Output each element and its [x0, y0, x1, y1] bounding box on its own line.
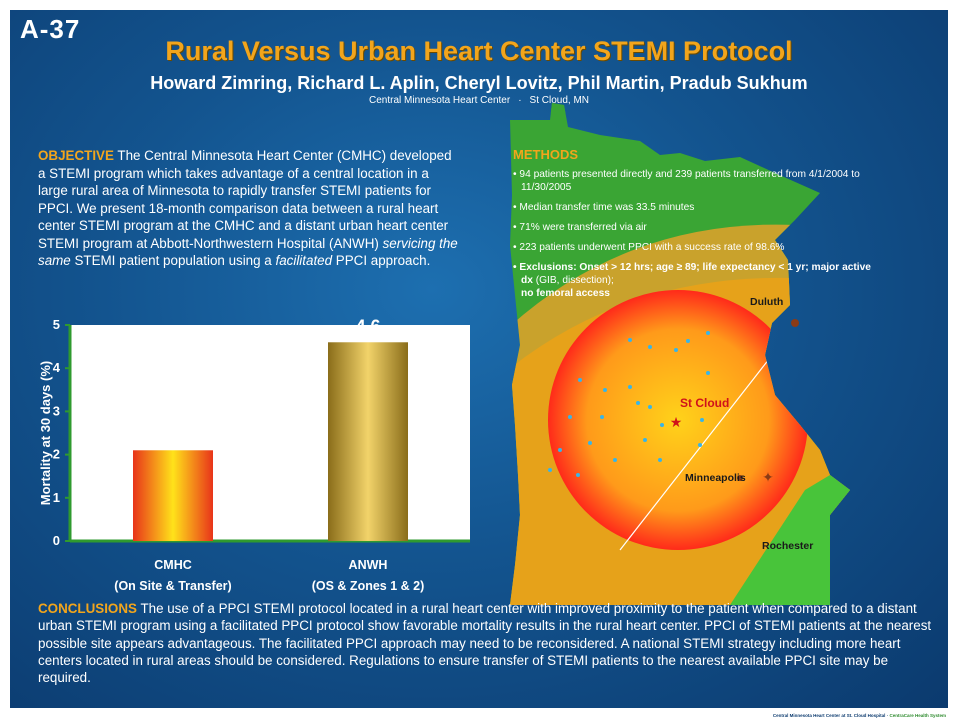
map-label-minneapolis: Minneapolis	[685, 472, 746, 484]
exclusions-detail: (GIB, dissection);	[535, 275, 614, 286]
exclusions-femoral: no femoral access	[521, 288, 610, 299]
minnesota-map: ★ ✦	[510, 103, 850, 605]
map-diagonal-boundary	[619, 344, 781, 551]
map-north-strip	[510, 103, 850, 113]
y-axis-ticks: 0 1 2 3 4 5	[53, 317, 70, 548]
chart-ylabel: Mortality at 30 days (%)	[38, 361, 53, 506]
svg-text:✦: ✦	[762, 469, 774, 485]
methods-list: • 94 patients presented directly and 239…	[513, 168, 883, 300]
anwh-category-label: ANWH	[349, 558, 388, 572]
svg-text:★: ★	[670, 414, 683, 430]
cmhc-category-sublabel: (On Site & Transfer)	[114, 579, 231, 593]
objective-heading: OBJECTIVE	[38, 148, 114, 163]
cmhc-bar-star: *	[165, 397, 175, 424]
methods-item: • 223 patients underwent PPCI with a suc…	[513, 242, 785, 253]
annotation-pvalue: One-Tailed p-Value = 0.017	[100, 345, 276, 361]
bar-value-label-cmhc: 2.1	[160, 424, 185, 444]
bars: 2.1 4.6	[133, 316, 408, 541]
footer-right: CentraCare Health System	[889, 713, 946, 718]
objective-italic-1: servicing the same	[38, 235, 458, 269]
bar-value-label-anwh: 4.6	[355, 316, 380, 336]
poster-id: A-37	[20, 14, 81, 44]
objective-text-2: STEMI patient population using a	[74, 253, 272, 268]
affiliation-institution: Central Minnesota Heart Center	[369, 95, 511, 106]
map-label-st-cloud: St Cloud	[680, 396, 730, 410]
map-label-rochester: Rochester	[762, 540, 814, 552]
st-cloud-circle	[548, 290, 808, 550]
footer-left: Central Minnesota Heart Center at St. Cl…	[772, 713, 886, 718]
authors: Howard Zimring, Richard L. Aplin, Cheryl…	[150, 73, 808, 93]
objective-italic-2: facilitated	[275, 253, 333, 268]
conclusions-heading: CONCLUSIONS	[38, 601, 137, 616]
conclusions-section: CONCLUSIONS The use of a PPCI STEMI prot…	[38, 600, 933, 686]
objective-text-3: PPCI approach.	[335, 253, 431, 268]
map-label-duluth: Duluth	[750, 296, 784, 308]
footer-sep: ·	[886, 713, 889, 718]
methods-heading: METHODS	[513, 147, 578, 162]
conclusions-text: The use of a PPCI STEMI protocol located…	[38, 601, 932, 686]
y-tick-label: 3	[53, 403, 60, 418]
methods-item: • 94 patients presented directly and 239…	[513, 169, 860, 193]
anwh-category-sublabel: (OS & Zones 1 & 2)	[312, 579, 425, 593]
poster-title: Rural Versus Urban Heart Center STEMI Pr…	[165, 36, 793, 66]
annotation-star: *	[78, 339, 89, 369]
y-tick-label: 4	[53, 360, 61, 375]
methods-section: METHODS • 94 patients presented directly…	[513, 147, 883, 307]
y-tick-label: 2	[53, 447, 60, 462]
y-tick-label: 5	[53, 317, 60, 332]
affiliation: Central Minnesota Heart Center · St Cloud,…	[10, 95, 948, 106]
footer: Central Minnesota Heart Center at St. Cl…	[773, 713, 946, 718]
mortality-chart: Mortality at 30 days (%) 0 1 2 3 4 5 2.1 4.6 *…	[38, 316, 470, 593]
bar-anwh	[328, 342, 408, 541]
affiliation-location: St Cloud, MN	[529, 95, 589, 106]
poster: A-37 Rural Versus Urban Heart Center STE…	[10, 10, 948, 708]
bar-cmhc	[133, 450, 213, 541]
y-tick-label: 1	[53, 490, 60, 505]
methods-item: • 71% were transferred via air	[513, 222, 647, 233]
methods-exclusions: • Exclusions: Onset > 12 hrs; age ≥ 89; …	[513, 262, 871, 299]
cmhc-category-label: CMHC	[154, 558, 192, 572]
y-tick-label: 0	[53, 533, 60, 548]
methods-item: • Median transfer time was 33.5 minutes	[513, 202, 695, 213]
affiliation-separator: ·	[518, 95, 522, 106]
objective-section: OBJECTIVE The Central Minnesota Heart Ce…	[38, 147, 458, 270]
objective-text-1: The Central Minnesota Heart Center (CMHC…	[38, 148, 452, 251]
